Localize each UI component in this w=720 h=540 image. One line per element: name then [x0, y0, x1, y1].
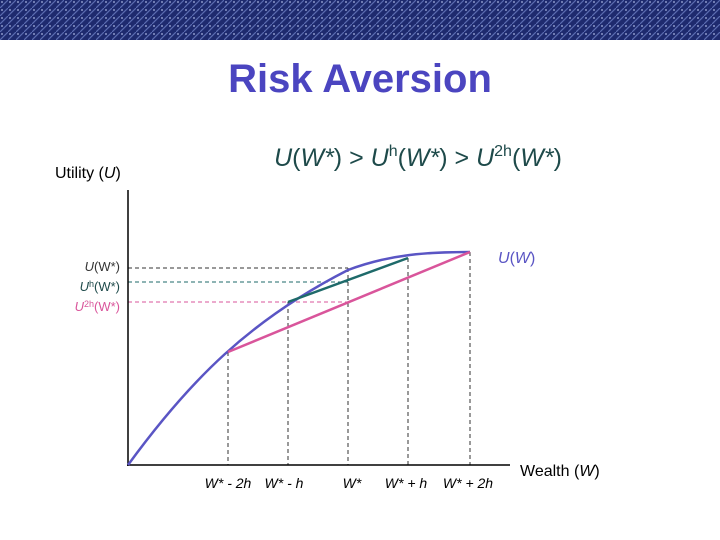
- part: U: [104, 165, 116, 182]
- part: ): [554, 144, 562, 172]
- part: U: [274, 144, 293, 172]
- chord-2h: [227, 250, 471, 354]
- part: (W*): [94, 279, 120, 294]
- level-label: Uh(W*): [80, 279, 120, 294]
- x-point-label: W* + h: [385, 475, 428, 491]
- x-point-label: W* - 2h: [205, 475, 252, 491]
- level-label: U(W*): [85, 259, 120, 274]
- guides: [128, 252, 471, 465]
- chord-h: [287, 256, 409, 304]
- part: Wealth (: [520, 463, 580, 480]
- title: Risk Aversion: [228, 57, 492, 101]
- part: 2h: [84, 299, 94, 309]
- part: W*: [406, 144, 441, 172]
- part: (: [512, 144, 521, 172]
- part: ): [115, 165, 120, 182]
- x-point-label: W*: [343, 475, 362, 491]
- part: (: [398, 144, 407, 172]
- part: U: [476, 144, 495, 172]
- part: W: [579, 463, 596, 480]
- x-points: W* - 2h W* - h W* W* + h W* + 2h: [205, 475, 494, 491]
- part: 2h: [494, 143, 512, 160]
- part: U: [371, 144, 390, 172]
- utility-curve: [126, 250, 471, 466]
- part: U: [75, 299, 85, 314]
- y-axis-label: Utility (U): [55, 165, 121, 182]
- part: (W*): [94, 299, 120, 314]
- x-point-label: W* - h: [265, 475, 304, 491]
- part: ) >: [334, 144, 371, 172]
- part: h: [389, 143, 398, 160]
- part: (: [510, 250, 516, 267]
- part: Utility (: [55, 165, 105, 182]
- part: (W*): [94, 259, 120, 274]
- inequality: U(W*) > Uh(W*) > U2h(W*): [274, 143, 562, 172]
- part: U: [498, 250, 510, 267]
- part: (: [292, 144, 301, 172]
- part: h: [89, 279, 94, 289]
- part: W*: [300, 144, 335, 172]
- part: W*: [520, 144, 555, 172]
- curve-label: U(W): [498, 250, 535, 267]
- level-label: U2h(W*): [75, 299, 120, 314]
- banner: [0, 0, 720, 40]
- part: W: [515, 250, 532, 267]
- part: ): [530, 250, 535, 267]
- part: ) >: [439, 144, 476, 172]
- part: ): [594, 463, 599, 480]
- x-point-label: W* + 2h: [443, 475, 493, 491]
- part: U: [85, 259, 95, 274]
- x-axis-label: Wealth (W): [520, 463, 600, 480]
- part: U: [80, 279, 90, 294]
